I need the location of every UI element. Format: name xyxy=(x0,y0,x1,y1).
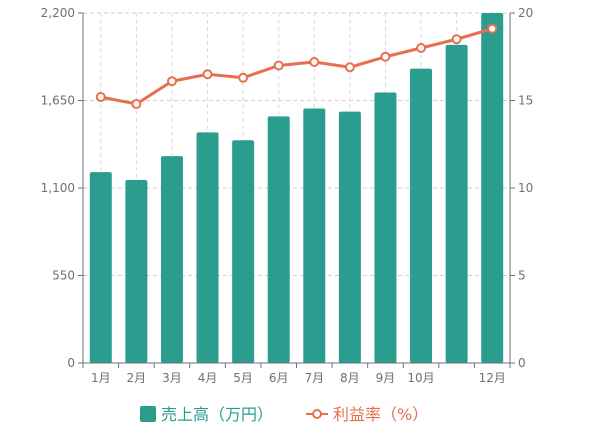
y-right-tick-label: 0 xyxy=(518,356,526,370)
y-left-tick-label: 0 xyxy=(67,356,75,370)
y-left-tick-label: 550 xyxy=(52,269,75,283)
legend-marker-profit xyxy=(312,409,322,419)
x-tick-label: 5月 xyxy=(233,371,253,385)
bar xyxy=(481,13,504,363)
bar xyxy=(232,140,255,363)
y-left-tick-label: 1,650 xyxy=(41,94,75,108)
y-left-tick-label: 1,100 xyxy=(41,181,75,195)
bar xyxy=(125,180,148,363)
bar xyxy=(410,68,433,363)
x-tick-label: 9月 xyxy=(376,371,396,385)
bar-series xyxy=(89,13,504,364)
line-point xyxy=(95,92,106,102)
x-tick-label: 12月 xyxy=(479,371,506,385)
x-tick-label: 6月 xyxy=(269,371,289,385)
x-tick-label: 2月 xyxy=(127,371,147,385)
line-series xyxy=(95,23,498,109)
bar xyxy=(445,44,468,364)
y-right-tick-label: 5 xyxy=(518,269,526,283)
line-point xyxy=(451,34,462,45)
legend-label-profit: 利益率（%） xyxy=(333,405,428,424)
y-right-tick-label: 20 xyxy=(518,6,533,20)
bar xyxy=(160,156,183,363)
line-point xyxy=(380,51,391,62)
bar xyxy=(196,132,219,363)
bar xyxy=(303,108,326,363)
profit-rate-line xyxy=(100,27,493,106)
bar xyxy=(89,172,112,363)
x-tick-label: 10月 xyxy=(407,371,434,385)
line-point xyxy=(273,60,284,71)
bar xyxy=(374,92,397,363)
line-point xyxy=(131,99,142,109)
x-tick-label: 3月 xyxy=(162,371,182,385)
line-point xyxy=(238,72,249,83)
line-point xyxy=(344,62,355,73)
x-tick-label: 4月 xyxy=(198,371,218,385)
line-point xyxy=(202,69,213,80)
axes: 0 550 1,100 1,650 2,200 0 5 10 15 20 1月 2月 3月 4月 5月 6月 7… xyxy=(41,6,534,385)
bar xyxy=(267,116,290,363)
x-tick-label: 7月 xyxy=(304,371,324,385)
line-point xyxy=(416,43,427,53)
legend-swatch-sales xyxy=(140,406,156,422)
line-point xyxy=(487,23,498,34)
legend: 売上高（万円） 利益率（%） xyxy=(140,405,428,424)
y-right-tick-label: 15 xyxy=(518,94,533,108)
x-tick-label: 1月 xyxy=(91,371,111,385)
legend-label-sales: 売上高（万円） xyxy=(161,405,273,424)
x-tick-label: 8月 xyxy=(340,371,360,385)
line-point xyxy=(309,57,320,67)
line-point xyxy=(166,76,177,87)
bar xyxy=(338,111,361,364)
y-right-tick-label: 10 xyxy=(518,181,533,195)
y-left-tick-label: 2,200 xyxy=(41,6,75,20)
